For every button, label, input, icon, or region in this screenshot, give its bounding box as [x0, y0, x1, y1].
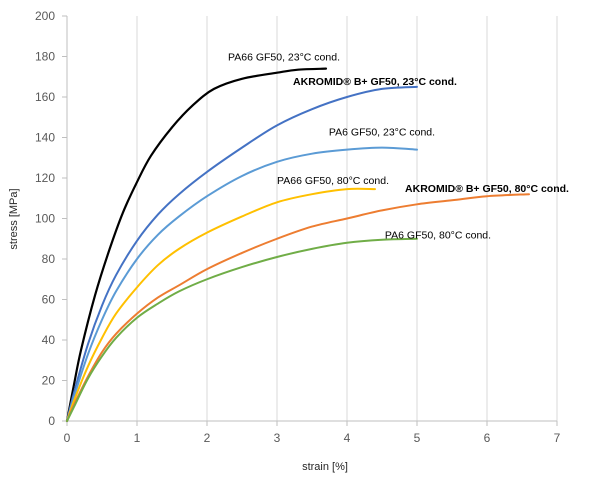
x-tick-label: 3	[274, 431, 281, 445]
y-axis-title: stress [MPa]	[8, 188, 20, 249]
series-line-4	[66, 193, 530, 422]
series-line-0	[65, 67, 328, 423]
y-tick-label: 20	[42, 374, 56, 388]
series-lines	[65, 67, 530, 423]
series-label-1: AKROMID® B+ GF50, 23°C cond.	[293, 76, 457, 88]
x-tick-label: 0	[64, 431, 71, 445]
series-labels: PA66 GF50, 23°C cond. AKROMID® B+ GF50, 2…	[228, 52, 569, 242]
y-tick-label: 140	[35, 131, 55, 145]
y-tick-label: 160	[35, 90, 55, 104]
y-tick-label: 0	[48, 414, 55, 428]
x-tick-label: 1	[134, 431, 141, 445]
axes: 0 1 2 3 4 5 6 7 0 20 40 60 80 100 120 140 160 180 200	[35, 9, 561, 445]
x-tick-label: 4	[344, 431, 351, 445]
y-tick-label: 120	[35, 171, 55, 185]
series-label-5: PA6 GF50, 80°C cond.	[385, 230, 491, 242]
series-label-0: PA66 GF50, 23°C cond.	[228, 52, 340, 64]
y-tick-label: 40	[42, 333, 56, 347]
x-tick-label: 6	[484, 431, 491, 445]
series-line-3	[66, 187, 376, 422]
x-axis-title: strain [%]	[302, 461, 348, 473]
x-tick-label: 7	[554, 431, 561, 445]
y-tick-label: 80	[42, 252, 56, 266]
series-label-3: PA66 GF50, 80°C cond.	[277, 175, 389, 187]
series-line-1	[66, 85, 418, 422]
series-line-5	[66, 237, 418, 422]
y-tick-label: 60	[42, 293, 56, 307]
series-label-4: AKROMID® B+ GF50, 80°C cond.	[405, 183, 569, 195]
series-line-2	[66, 146, 418, 422]
series-label-2: PA6 GF50, 23°C cond.	[329, 126, 435, 138]
x-tick-label: 2	[204, 431, 211, 445]
y-tick-label: 180	[35, 50, 55, 64]
y-tick-label: 100	[35, 212, 55, 226]
x-tick-label: 5	[414, 431, 421, 445]
grid	[136, 16, 558, 421]
y-tick-label: 200	[35, 9, 55, 23]
